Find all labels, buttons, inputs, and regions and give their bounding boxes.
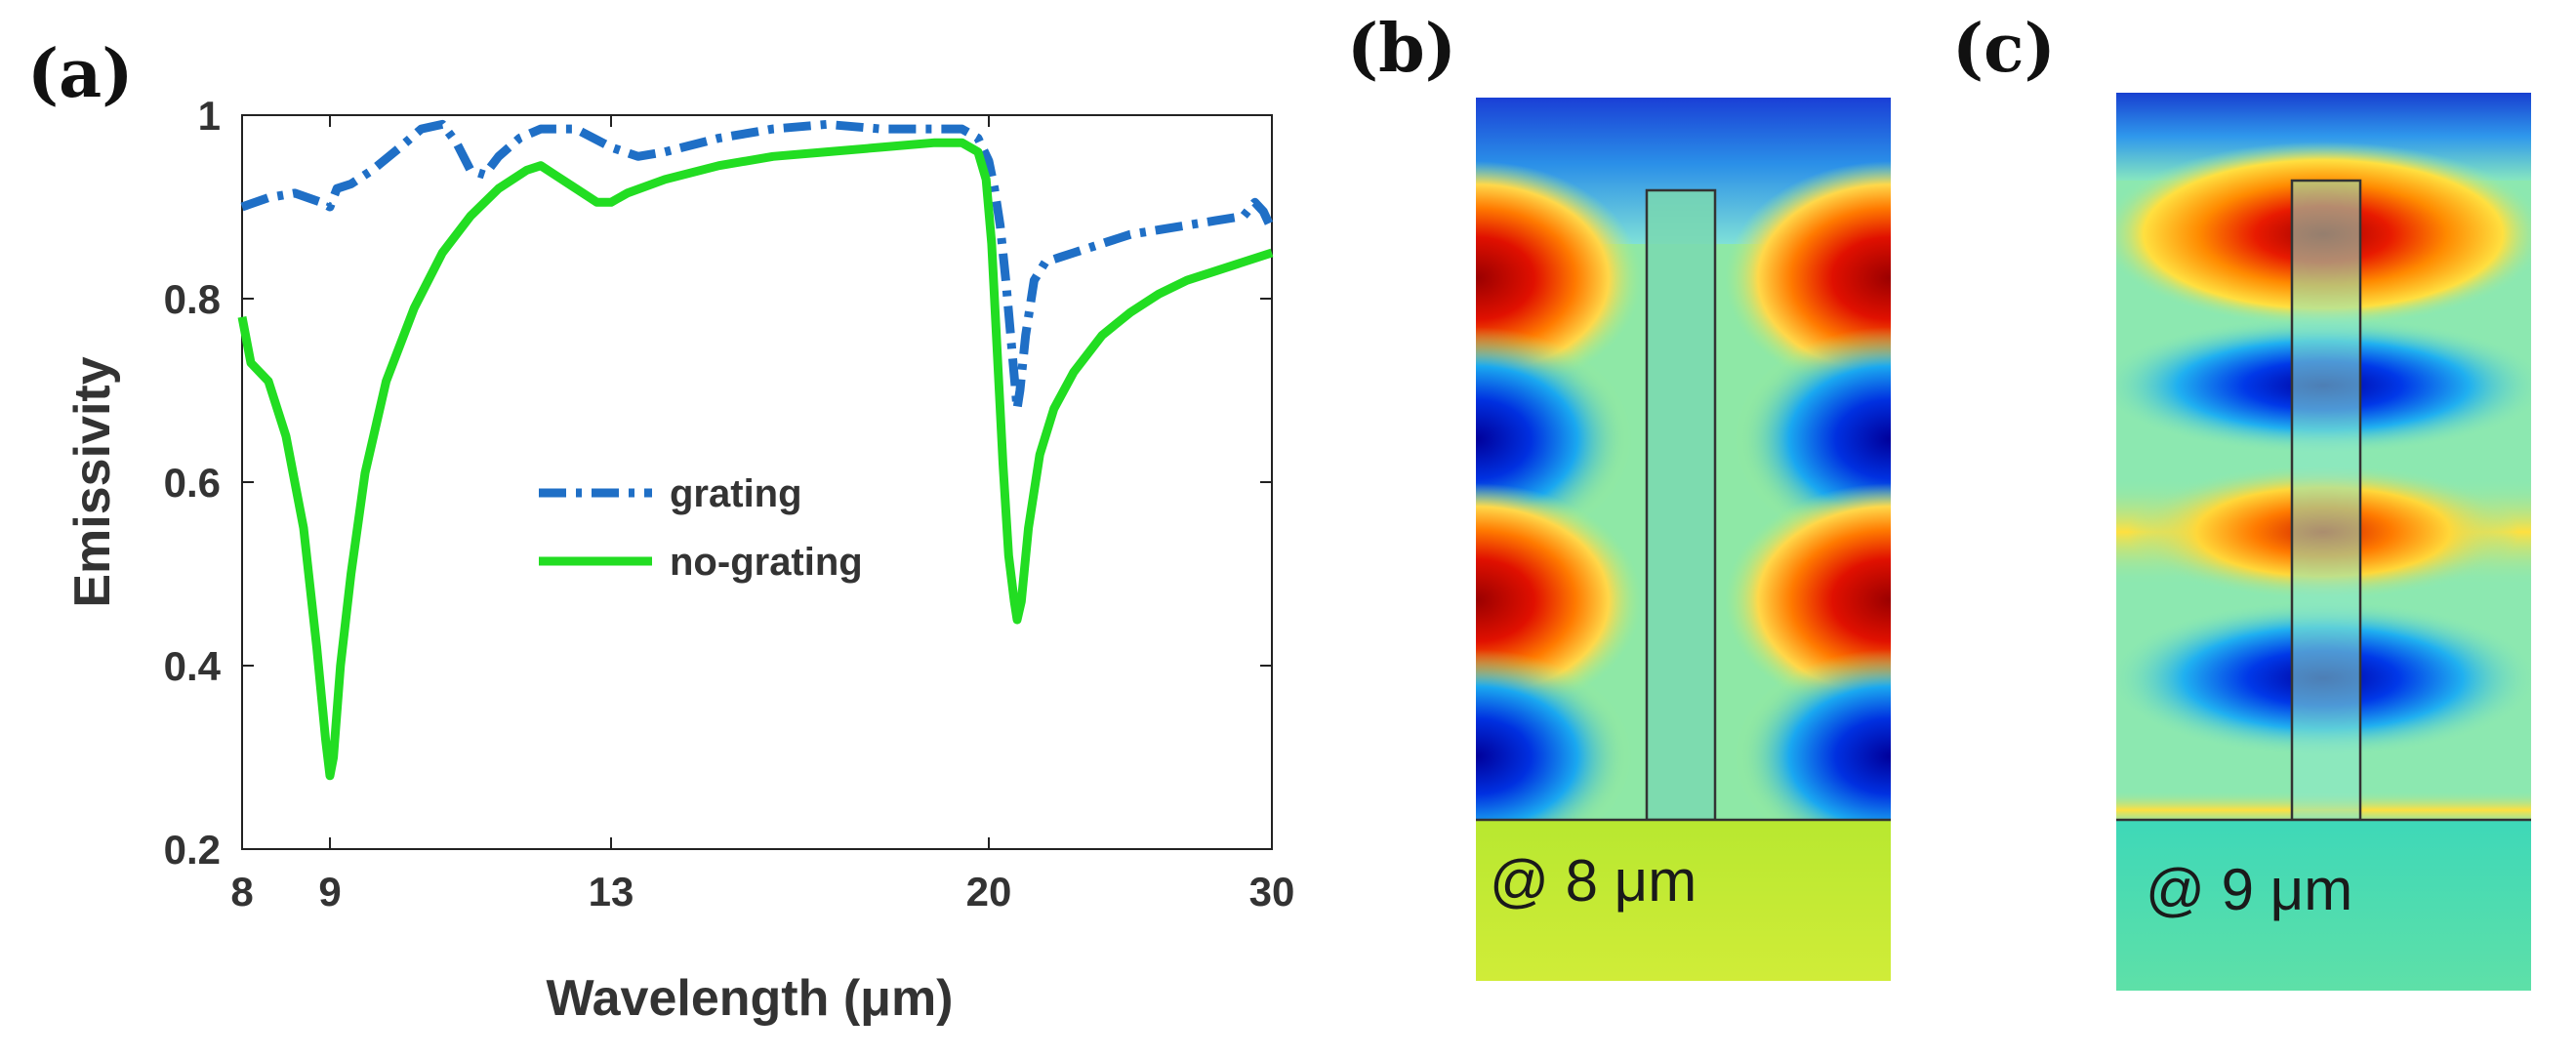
panel-label-b: (b) bbox=[1347, 10, 1456, 88]
field-caption-b: @ 8 μm bbox=[1490, 848, 1697, 914]
y-tick-label: 0.4 bbox=[164, 643, 222, 689]
x-tick-label: 13 bbox=[589, 869, 634, 915]
panel-label-c: (c) bbox=[1952, 10, 2056, 88]
x-tick-label: 9 bbox=[318, 869, 341, 915]
field-map-c: @ 9 μm bbox=[2116, 93, 2531, 991]
y-tick-label: 1 bbox=[198, 93, 221, 139]
x-tick-label: 8 bbox=[230, 869, 253, 915]
series-layer bbox=[237, 119, 1277, 781]
legend-label-grating: grating bbox=[670, 472, 802, 515]
y-tick-label: 0.2 bbox=[164, 827, 221, 873]
y-axis-label: Emissivity bbox=[64, 356, 121, 607]
field-map-b-image bbox=[1476, 98, 1891, 981]
panel-label-a: (a) bbox=[27, 35, 134, 113]
x-tick-label: 30 bbox=[1249, 869, 1295, 915]
y-tick-label: 0.6 bbox=[164, 460, 221, 506]
x-axis-label: Wavelength (μm) bbox=[546, 970, 953, 1027]
y-axis-ticks: 0.2 0.4 0.6 0.8 1 bbox=[164, 93, 1272, 873]
emissivity-chart: 0.2 0.4 0.6 0.8 1 8 9 13 20 30 Emissivity Wavele… bbox=[64, 93, 1294, 1027]
field-map-b: @ 8 μm bbox=[1476, 98, 1891, 981]
plot-area bbox=[241, 114, 1273, 850]
field-caption-c: @ 9 μm bbox=[2146, 857, 2353, 922]
legend-label-no-grating: no-grating bbox=[670, 541, 863, 584]
x-axis-ticks: 8 9 13 20 30 bbox=[230, 115, 1294, 915]
y-tick-label: 0.8 bbox=[164, 276, 221, 322]
series-line-no-grating bbox=[237, 138, 1274, 781]
field-map-c-image bbox=[2116, 93, 2531, 991]
x-tick-label: 20 bbox=[966, 869, 1012, 915]
legend: grating no-grating bbox=[539, 472, 863, 584]
